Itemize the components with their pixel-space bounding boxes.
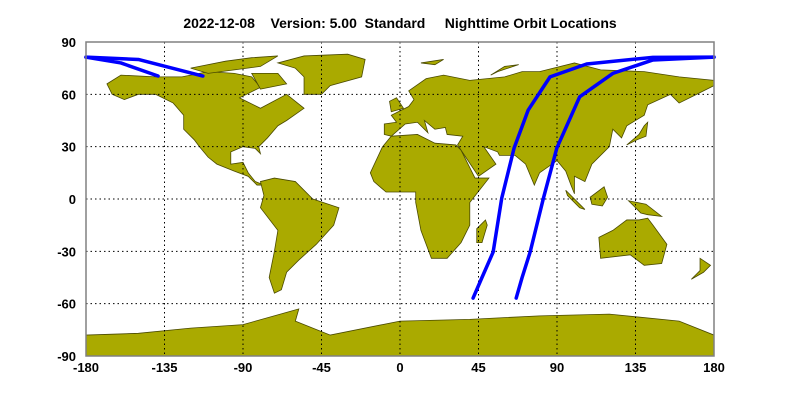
x-tick-label: 0 — [396, 360, 403, 375]
x-tick-label: 90 — [550, 360, 564, 375]
land-new-zealand — [691, 257, 712, 280]
land-madagascar — [476, 219, 488, 244]
land-borneo — [589, 186, 609, 207]
x-tick-label: -135 — [151, 360, 177, 375]
x-tick-label: -45 — [312, 360, 331, 375]
y-tick-label: -90 — [57, 349, 76, 364]
land-new-guinea — [627, 200, 664, 218]
x-tick-label: 45 — [471, 360, 485, 375]
land-arctic-islands — [190, 55, 279, 74]
y-tick-label: 60 — [62, 87, 76, 102]
orbit-track-2 — [514, 55, 716, 300]
land-south-america — [259, 177, 340, 294]
orbit-tracks — [84, 55, 716, 300]
y-tick-label: -30 — [57, 244, 76, 259]
x-tick-label: -180 — [73, 360, 99, 375]
land-uk — [389, 97, 405, 113]
land-eurasia — [383, 62, 715, 194]
land-svalbard — [420, 59, 444, 66]
y-tick-label: 30 — [62, 140, 76, 155]
land-novaya-zemlya — [490, 64, 519, 76]
chart-title: 2022-12-08 Version: 5.00 Standard Nightt… — [183, 15, 617, 31]
y-tick-label: 0 — [69, 192, 76, 207]
land-africa — [369, 134, 490, 259]
land-sumatra — [565, 189, 586, 210]
y-tick-label: -60 — [57, 297, 76, 312]
x-tick-label: -90 — [234, 360, 253, 375]
land-baffin — [251, 73, 288, 90]
tick-labels: -180 -135 -90 -45 0 45 90 135 180 90 60 30 0 -30 -60 -9… — [57, 35, 725, 375]
x-tick-label: 135 — [625, 360, 647, 375]
orbit-track-1 — [471, 55, 716, 300]
land-japan — [626, 121, 649, 146]
land-north-america — [106, 71, 305, 186]
x-tick-label: 180 — [703, 360, 725, 375]
orbit-track-2 — [84, 55, 205, 78]
plot-frame — [85, 41, 715, 357]
y-tick-label: 90 — [62, 35, 76, 50]
land-australia — [598, 217, 668, 266]
